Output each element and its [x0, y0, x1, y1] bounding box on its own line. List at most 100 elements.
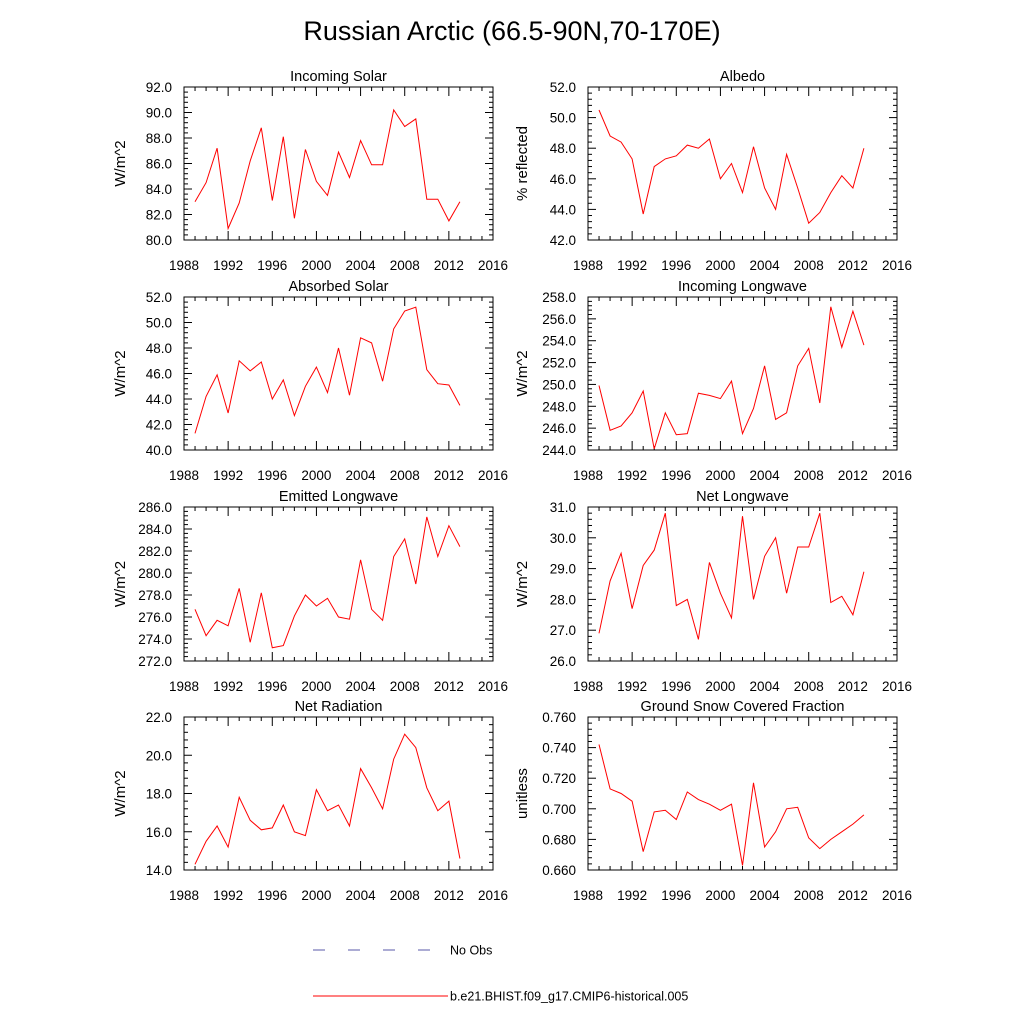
x-tick-label: 1988 — [169, 888, 199, 903]
panel-emitted-longwave: Emitted Longwave W/m^2 1988 1992 1996 2000 200… — [112, 489, 508, 694]
x-tick-label: 2012 — [838, 468, 868, 483]
y-tick-label: 26.0 — [550, 654, 576, 669]
y-tick-label: 14.0 — [146, 863, 172, 878]
y-tick-label: 84.0 — [146, 182, 172, 197]
x-tick-label: 1988 — [573, 888, 603, 903]
y-tick-label: 28.0 — [550, 592, 576, 607]
x-tick-label: 1996 — [257, 679, 287, 694]
plot-frame — [183, 296, 494, 451]
x-tick-label: 1996 — [661, 468, 691, 483]
x-tick-label: 2004 — [750, 679, 781, 694]
series-line — [194, 516, 461, 649]
panel-title: Net Longwave — [696, 489, 789, 505]
plot-frame — [183, 506, 494, 662]
y-tick-label: 248.0 — [542, 399, 576, 414]
y-tick-label: 31.0 — [550, 500, 576, 515]
x-tick-label: 2004 — [346, 888, 377, 903]
x-tick-label: 2012 — [838, 888, 868, 903]
y-tick-label: 46.0 — [146, 367, 172, 382]
x-tick-label: 2016 — [882, 258, 912, 273]
y-tick-label: 27.0 — [550, 623, 576, 638]
y-tick-label: 52.0 — [550, 80, 576, 95]
series-line — [194, 306, 461, 434]
y-tick-label: 250.0 — [542, 377, 576, 392]
y-tick-label: 46.0 — [550, 172, 576, 187]
x-tick-label: 1996 — [661, 679, 691, 694]
x-tick-label: 1988 — [573, 468, 603, 483]
figure-title: Russian Arctic (66.5-90N,70-170E) — [303, 16, 720, 46]
y-tick-label: 280.0 — [138, 566, 172, 581]
y-tick-label: 286.0 — [138, 500, 172, 515]
y-tick-label: 252.0 — [542, 356, 576, 371]
series-line — [598, 109, 865, 225]
panel-title: Incoming Solar — [290, 69, 387, 85]
y-tick-label: 246.0 — [542, 421, 576, 436]
panels: Incoming Solar W/m^2 1988 1992 1996 2000 2004 2… — [112, 69, 912, 903]
panel-albedo: Albedo % reflected 1988 1992 1996 2000 2004 200… — [514, 69, 912, 273]
x-tick-label: 2012 — [838, 679, 868, 694]
panel-title: Ground Snow Covered Fraction — [641, 699, 845, 715]
x-tick-label: 2008 — [390, 468, 420, 483]
series-line — [194, 108, 461, 231]
x-tick-label: 1996 — [257, 888, 287, 903]
x-tick-label: 2016 — [882, 888, 912, 903]
y-tick-label: 48.0 — [550, 141, 576, 156]
y-tick-label: 50.0 — [146, 316, 172, 331]
x-tick-label: 1992 — [617, 468, 647, 483]
y-tick-label: 0.660 — [542, 863, 576, 878]
plot-frame — [587, 86, 898, 241]
panel-title: Net Radiation — [295, 699, 383, 715]
y-tick-label: 278.0 — [138, 588, 172, 603]
y-tick-label: 40.0 — [146, 443, 172, 458]
y-tick-label: 254.0 — [542, 334, 576, 349]
y-axis-label: % reflected — [514, 126, 531, 201]
x-tick-label: 2008 — [390, 679, 420, 694]
x-tick-label: 1988 — [169, 468, 199, 483]
y-tick-label: 0.680 — [542, 832, 576, 847]
x-tick-label: 2008 — [794, 468, 824, 483]
x-tick-label: 2012 — [434, 888, 464, 903]
series-line — [598, 513, 865, 640]
x-tick-label: 2004 — [346, 258, 377, 273]
series-line — [598, 306, 865, 450]
x-tick-label: 2004 — [346, 468, 377, 483]
x-tick-label: 2000 — [705, 468, 735, 483]
plot-frame — [587, 716, 898, 871]
x-tick-label: 2004 — [750, 888, 781, 903]
y-tick-label: 22.0 — [146, 710, 172, 725]
panel-absorbed-solar: Absorbed Solar W/m^2 1988 1992 1996 2000 2004 2… — [112, 279, 508, 483]
x-tick-label: 1992 — [617, 888, 647, 903]
plot-frame — [183, 716, 494, 871]
y-tick-label: 42.0 — [550, 233, 576, 248]
y-axis-label: unitless — [514, 768, 531, 819]
y-axis-label: W/m^2 — [112, 561, 129, 607]
y-tick-label: 92.0 — [146, 80, 172, 95]
x-tick-label: 1988 — [573, 679, 603, 694]
x-tick-label: 2000 — [301, 888, 331, 903]
y-tick-label: 274.0 — [138, 632, 172, 647]
panel-title: Emitted Longwave — [279, 489, 398, 505]
plot-frame — [587, 506, 898, 662]
y-tick-label: 20.0 — [146, 748, 172, 763]
x-tick-label: 1992 — [213, 679, 243, 694]
panel-incoming-longwave: Incoming Longwave W/m^2 1988 1992 1996 2000 20… — [514, 279, 912, 483]
x-tick-label: 1988 — [573, 258, 603, 273]
y-axis-label: W/m^2 — [112, 140, 129, 186]
panel-net-radiation: Net Radiation W/m^2 1988 1992 1996 2000 2004 20… — [112, 699, 508, 903]
panel-ground-snow-covered-fraction: Ground Snow Covered Fraction unitless 1988… — [514, 699, 912, 903]
y-tick-label: 258.0 — [542, 290, 576, 305]
x-tick-label: 2016 — [882, 679, 912, 694]
x-tick-label: 1988 — [169, 679, 199, 694]
y-tick-label: 0.760 — [542, 710, 576, 725]
x-tick-label: 2012 — [434, 468, 464, 483]
x-tick-label: 2016 — [478, 258, 508, 273]
legend-obs-label: No Obs — [450, 944, 492, 958]
y-tick-label: 29.0 — [550, 562, 576, 577]
x-tick-label: 1992 — [213, 258, 243, 273]
y-tick-label: 50.0 — [550, 111, 576, 126]
panel-incoming-solar: Incoming Solar W/m^2 1988 1992 1996 2000 2004 2… — [112, 69, 508, 273]
y-tick-label: 44.0 — [146, 392, 172, 407]
y-tick-label: 90.0 — [146, 106, 172, 121]
y-tick-label: 0.700 — [542, 802, 576, 817]
